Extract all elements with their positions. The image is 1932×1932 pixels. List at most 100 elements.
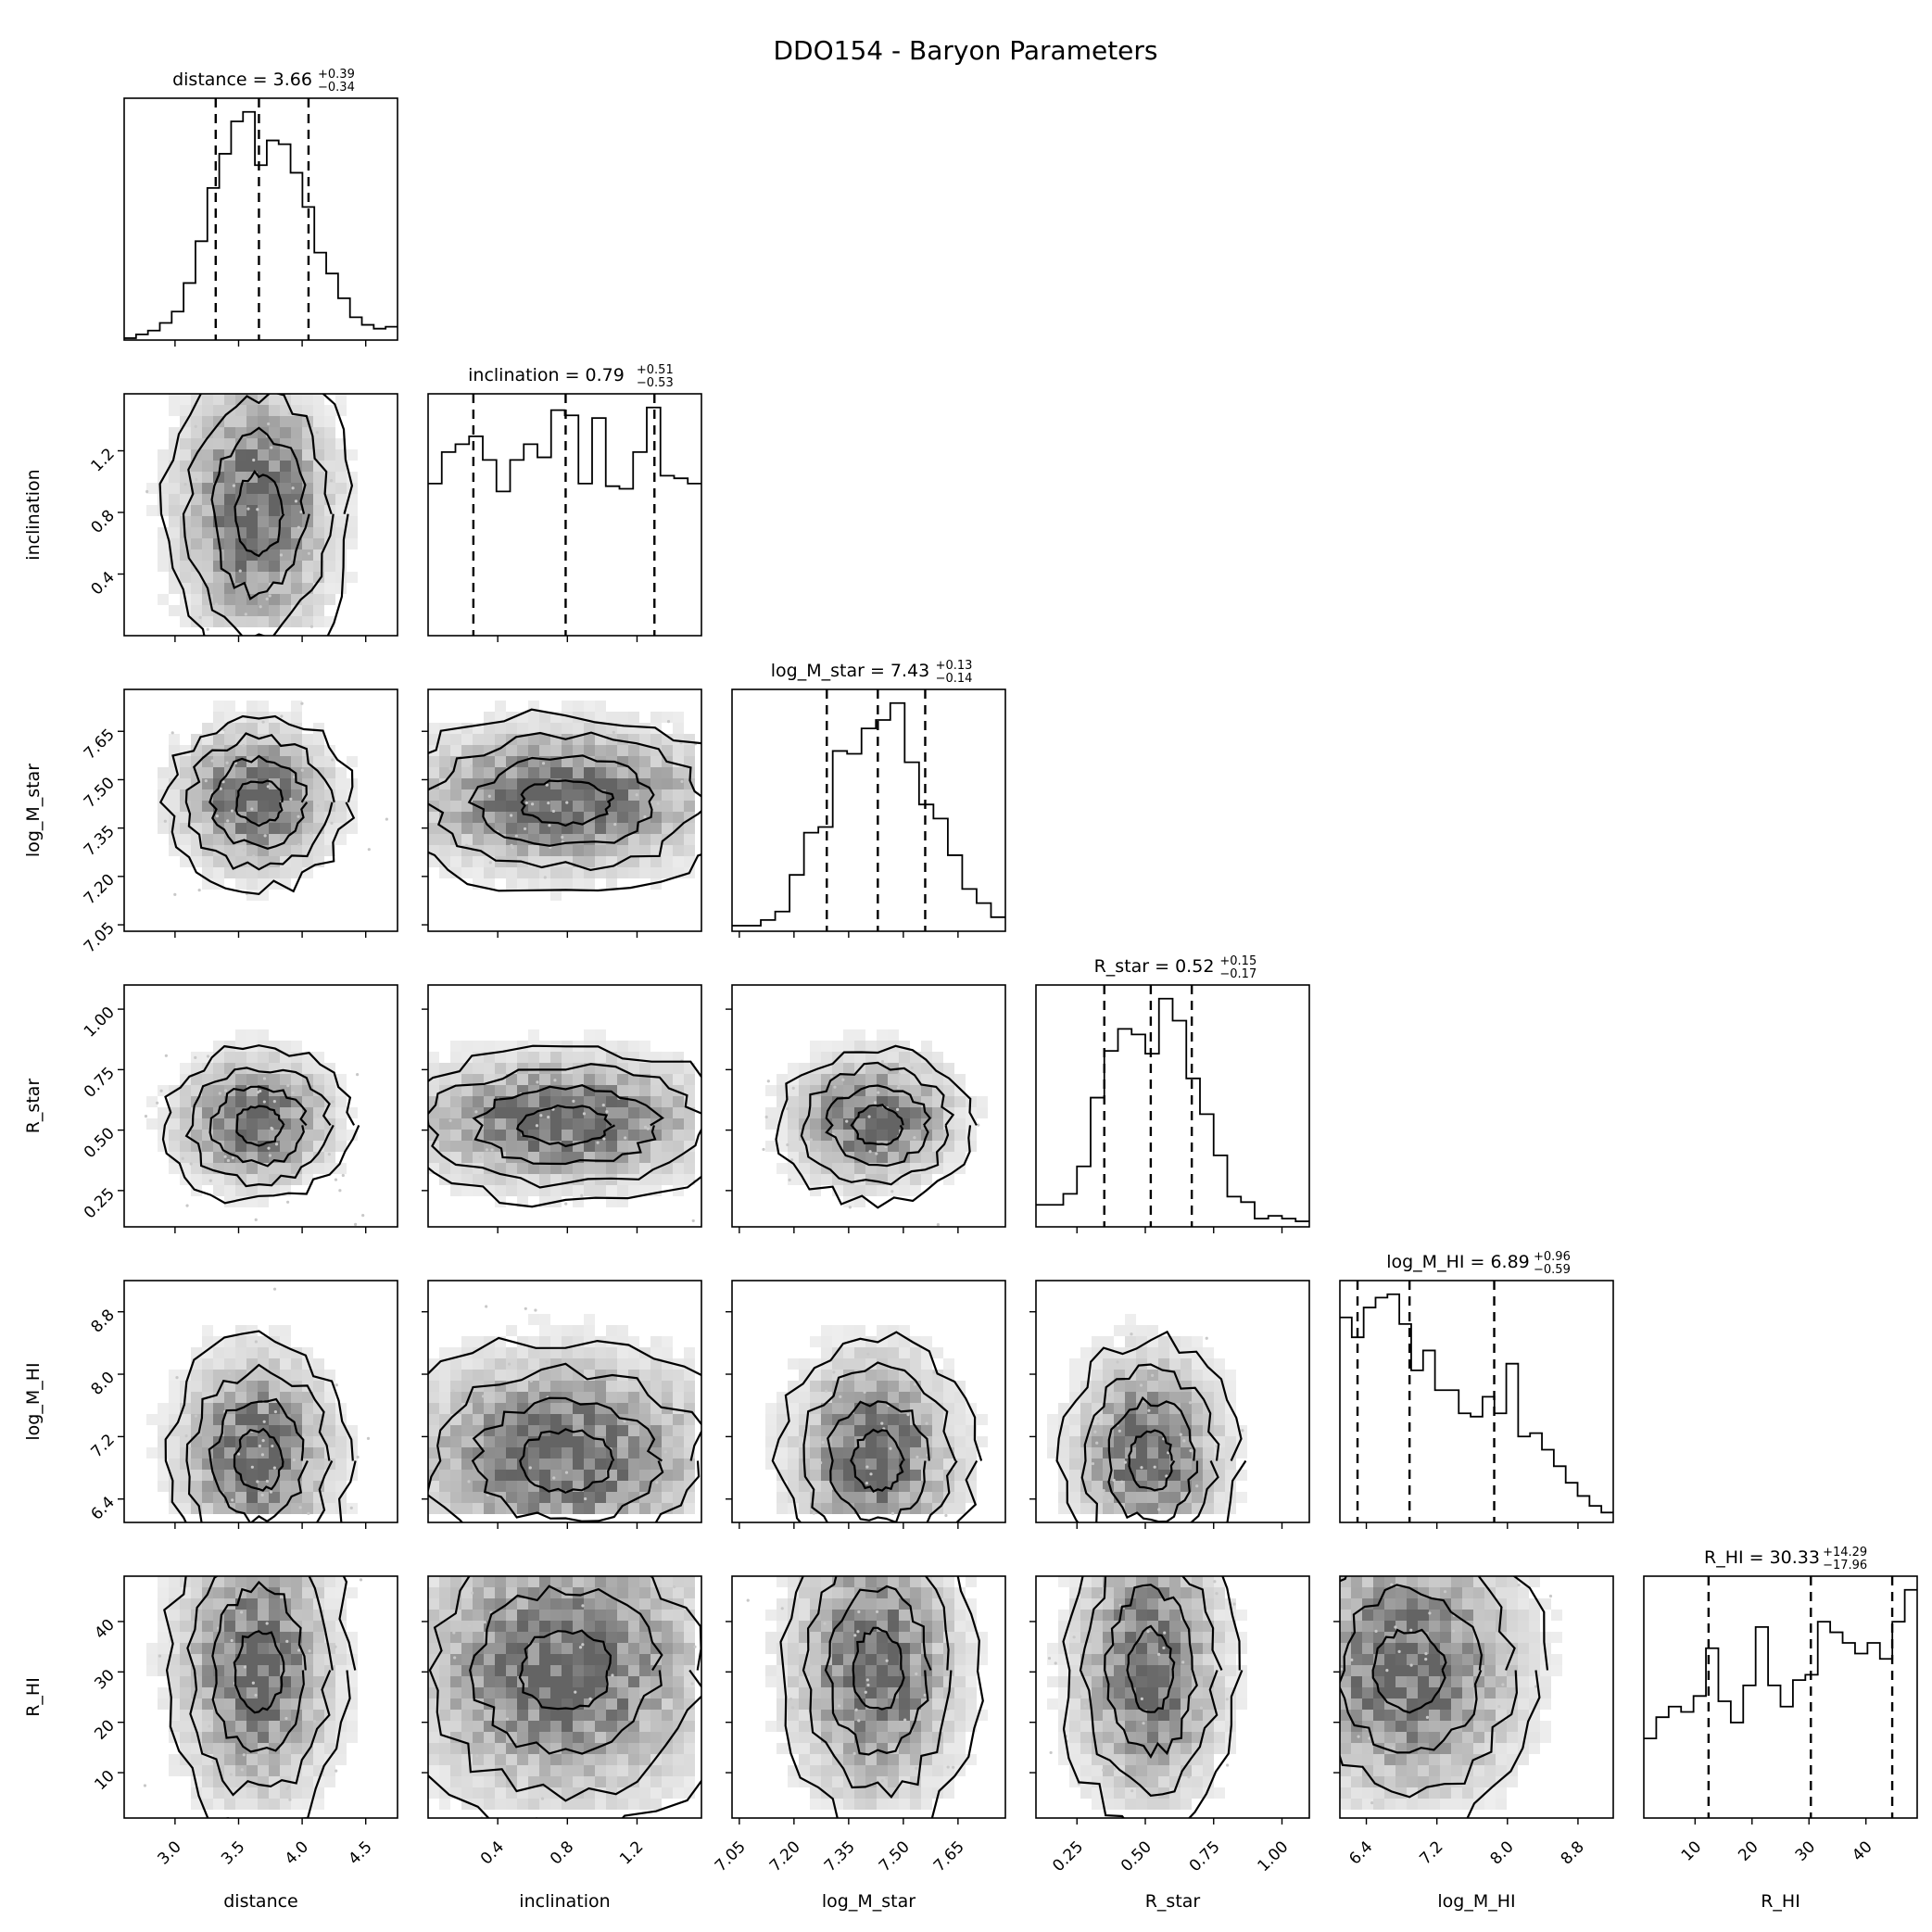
x-tick-label: 0.8 [547, 1837, 577, 1868]
x-tick-label: 10 [1678, 1837, 1705, 1864]
histogram-log_M_star [732, 701, 1005, 927]
x-tick-label: 40 [1849, 1837, 1875, 1864]
density-cells [1047, 1576, 1247, 1810]
lower-error-distance: −0.34 [318, 81, 355, 95]
x-tick-label: 4.0 [282, 1837, 312, 1868]
upper-error-R_star: +0.15 [1219, 954, 1256, 968]
x-axis-label-inclination: inclination [519, 1891, 610, 1912]
x-tick-label: 30 [1792, 1837, 1819, 1864]
hist-panel-R_HI: R_HI = 30.33 +14.29−17.96 10 20 30 40 R_HI [1643, 1546, 1918, 1912]
contour-level-3 [184, 1067, 335, 1188]
contour-level-4 [164, 1330, 357, 1522]
y-tick-label: 0.75 [81, 1064, 119, 1102]
panel-frame [427, 1575, 702, 1819]
y-tick-label: 0.25 [81, 1184, 119, 1222]
contour-level-1 [234, 779, 284, 827]
x-axis-label-log_M_HI: log_M_HI [1437, 1891, 1515, 1912]
hist-panel-inclination: inclination = 0.79 +0.51−0.53 [427, 363, 702, 642]
contour-level-4 [428, 1336, 701, 1377]
x-tick-label: 0.50 [1118, 1837, 1155, 1875]
contour-level-1 [1371, 1628, 1447, 1714]
panel-frame [427, 688, 702, 932]
panel-frame [123, 984, 398, 1228]
contour-level-1 [1126, 1624, 1176, 1713]
contour-level-1 [233, 1630, 285, 1714]
panel-frame [427, 393, 702, 637]
x-tick-label: 7.2 [1416, 1837, 1446, 1868]
x-tick-label: 0.75 [1186, 1837, 1224, 1875]
contour-level-4 [428, 1044, 701, 1208]
contour-level-2 [208, 754, 309, 850]
y-tick-label: 0.8 [88, 507, 119, 537]
contour-level-2 [825, 1084, 932, 1168]
contour-level-2 [1104, 1584, 1198, 1759]
density-cells [1340, 1576, 1562, 1810]
y-tick-label: 7.50 [81, 774, 119, 812]
x-tick-label: 1.00 [1255, 1837, 1293, 1875]
contour-level-2 [471, 1396, 664, 1522]
lower-error-log_M_star: −0.14 [936, 672, 973, 686]
histogram-R_star [1036, 997, 1309, 1222]
upper-error-inclination: +0.51 [637, 363, 674, 377]
y-axis-label-inclination: inclination [23, 469, 44, 560]
panel-frame [123, 1575, 398, 1819]
y-tick-label: 0.4 [88, 568, 119, 599]
y-tick-label: 6.4 [88, 1493, 119, 1523]
contour-level-3 [428, 731, 701, 872]
density-cells [143, 1576, 363, 1810]
density-cells [762, 1029, 988, 1227]
contour-level-2 [210, 426, 310, 600]
x-tick-label: 4.5 [345, 1837, 375, 1868]
y-tick-label: 7.65 [81, 726, 119, 764]
density-cells [145, 394, 358, 631]
x-tick-label: 0.25 [1049, 1837, 1087, 1875]
contour-level-4 [779, 1576, 984, 1818]
x-tick-label: 3.5 [218, 1837, 248, 1868]
contour-level-2 [472, 1084, 664, 1166]
contour-level-2 [469, 1585, 663, 1755]
contour-level-4 [771, 1331, 983, 1522]
contour-level-1 [518, 1629, 612, 1711]
scatter-panel-log_M_HI-vs-R_star [1029, 1280, 1310, 1529]
contour-level-4 [1062, 1576, 1244, 1818]
panel-frame [731, 688, 1006, 932]
upper-error-log_M_HI: +0.96 [1534, 1250, 1571, 1264]
contour-level-1 [850, 1104, 904, 1146]
scatter-panel-R_star-vs-log_M_star [726, 984, 1006, 1233]
contour-level-2 [1107, 1395, 1199, 1522]
scatter-panel-log_M_star-vs-distance: 7.05 7.20 7.35 7.50 7.65 log_M_star [23, 688, 398, 957]
x-axis-label-distance: distance [223, 1891, 298, 1912]
contour-level-3 [1080, 1363, 1220, 1522]
density-cells [158, 701, 388, 901]
scatter-panel-R_HI-vs-R_star: 0.25 0.50 0.75 1.00 R_star [1029, 1575, 1310, 1912]
scatter-panel-R_star-vs-inclination [422, 984, 702, 1233]
panel-frame [1339, 1280, 1614, 1523]
scatter-panel-inclination-vs-distance: 0.4 0.8 1.2 inclination [23, 393, 398, 642]
contour-level-3 [185, 1363, 334, 1522]
contour-level-3 [186, 1576, 334, 1797]
y-tick-label: 8.8 [88, 1306, 119, 1336]
x-tick-label: 8.0 [1486, 1837, 1517, 1868]
panel-title-log_M_HI: log_M_HI = 6.89 [1386, 1252, 1530, 1272]
density-cells [746, 1576, 988, 1810]
contour-level-1 [1128, 1429, 1176, 1492]
x-tick-label: 20 [1735, 1837, 1762, 1864]
panel-frame [123, 97, 398, 341]
upper-error-R_HI: +14.29 [1823, 1546, 1867, 1559]
contour-level-1 [233, 1427, 284, 1492]
panel-frame [731, 1575, 1006, 1819]
hist-panel-distance: distance = 3.66 +0.39−0.34 [123, 68, 398, 347]
panel-title-R_HI: R_HI = 30.33 [1704, 1547, 1820, 1568]
x-tick-label: 7.35 [821, 1837, 859, 1875]
y-tick-label: 7.20 [81, 870, 119, 908]
y-axis-label-R_star: R_star [23, 1079, 44, 1134]
lower-error-log_M_HI: −0.59 [1534, 1263, 1571, 1277]
contour-level-2 [208, 1085, 308, 1168]
scatter-panel-log_M_HI-vs-inclination [422, 1280, 702, 1529]
panel-frame [123, 393, 398, 637]
y-tick-label: 30 [91, 1666, 118, 1693]
y-axis-label-R_HI: R_HI [23, 1677, 44, 1717]
contour-level-4 [158, 714, 356, 896]
contour-level-1 [852, 1626, 905, 1711]
contour-level-4 [428, 1774, 701, 1818]
